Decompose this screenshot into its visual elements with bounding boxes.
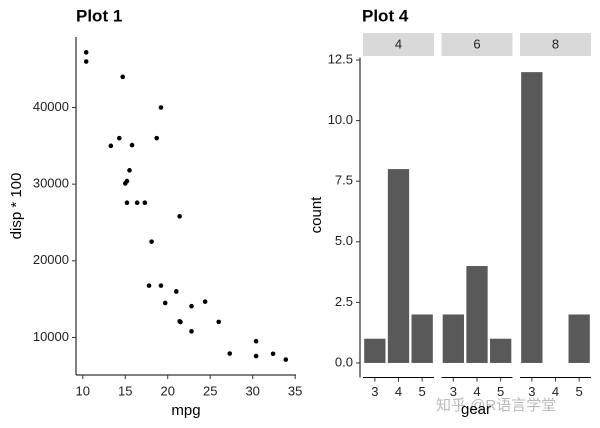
- x-axis-label: mpg: [171, 402, 200, 419]
- x-tick-label: 4: [473, 384, 480, 399]
- point: [177, 214, 182, 219]
- point: [146, 283, 152, 288]
- point: [283, 357, 289, 362]
- y-tick-label: 7.5: [335, 173, 353, 188]
- point: [127, 168, 132, 173]
- x-tick-label: 3: [450, 384, 457, 399]
- x-tick-label: 4: [552, 384, 559, 399]
- facet-label: 4: [395, 36, 402, 51]
- point: [253, 353, 259, 359]
- point: [162, 300, 168, 306]
- x-tick-label: 4: [395, 384, 402, 399]
- chart-title: Plot 4: [362, 6, 409, 25]
- point: [154, 135, 159, 141]
- facet-label: 6: [473, 36, 480, 51]
- bar: [364, 338, 386, 363]
- x-tick-label: 25: [203, 383, 217, 398]
- x-tick-label: 10: [76, 383, 90, 398]
- point: [142, 200, 148, 206]
- bar: [466, 266, 488, 363]
- facet-strip: [520, 33, 591, 56]
- bar: [568, 314, 590, 363]
- point: [108, 143, 114, 149]
- point: [173, 289, 179, 294]
- facet-strip: [363, 33, 434, 56]
- y-tick-label: 10.0: [328, 112, 353, 127]
- point: [124, 200, 130, 206]
- point: [189, 303, 194, 309]
- y-tick-label: 10000: [33, 329, 69, 344]
- point: [158, 283, 164, 288]
- x-tick-label: 15: [118, 383, 132, 398]
- point: [117, 135, 122, 141]
- x-tick-label: 3: [371, 384, 378, 399]
- point: [83, 59, 89, 64]
- y-tick-label: 12.5: [328, 51, 353, 66]
- bar: [521, 72, 543, 363]
- x-axis-label: gear: [461, 401, 491, 418]
- point: [158, 105, 164, 110]
- point: [122, 181, 128, 186]
- x-tick-label: 30: [245, 383, 259, 398]
- watermark: 知乎 @R语言学堂: [436, 397, 556, 414]
- bar: [387, 169, 410, 363]
- point: [216, 319, 222, 325]
- point: [227, 351, 233, 356]
- y-tick-label: 20000: [33, 252, 69, 267]
- y-axis-label: disp * 100: [8, 173, 25, 240]
- x-tick-label: 35: [288, 383, 302, 398]
- x-tick-label: 20: [161, 383, 175, 398]
- x-tick-label: 3: [528, 384, 535, 399]
- point: [149, 239, 154, 244]
- point: [129, 142, 135, 148]
- point: [202, 299, 208, 304]
- point: [189, 329, 194, 334]
- x-tick-label: 5: [419, 384, 426, 399]
- y-tick-label: 2.5: [335, 294, 353, 309]
- chart-title: Plot 1: [76, 6, 122, 25]
- bar: [490, 338, 512, 363]
- y-tick-label: 0.0: [335, 354, 353, 369]
- x-tick-label: 5: [576, 384, 583, 399]
- y-tick-label: 30000: [33, 176, 69, 191]
- y-axis-label: count: [308, 196, 325, 234]
- point: [177, 319, 182, 324]
- bar: [442, 314, 464, 363]
- bar: [411, 314, 433, 363]
- point: [270, 351, 276, 357]
- point: [120, 74, 126, 80]
- facet-strip: [441, 33, 513, 56]
- point: [253, 338, 259, 344]
- x-tick-label: 5: [497, 384, 504, 399]
- point: [134, 200, 140, 206]
- y-tick-label: 5.0: [335, 233, 353, 248]
- y-tick-label: 40000: [33, 99, 69, 114]
- facet-label: 8: [552, 36, 559, 51]
- point: [83, 50, 89, 55]
